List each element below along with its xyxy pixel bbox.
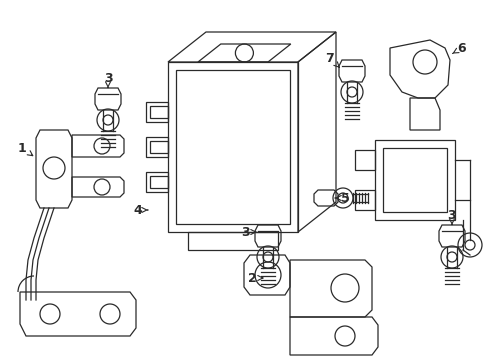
Text: 5: 5	[335, 192, 349, 204]
Text: 1: 1	[18, 141, 33, 156]
Text: 3: 3	[104, 72, 112, 87]
Text: 6: 6	[452, 41, 466, 54]
Text: 3: 3	[448, 208, 456, 224]
Text: 3: 3	[241, 225, 256, 239]
Text: 4: 4	[134, 203, 148, 216]
Text: 2: 2	[247, 271, 263, 284]
Text: 7: 7	[326, 51, 340, 67]
